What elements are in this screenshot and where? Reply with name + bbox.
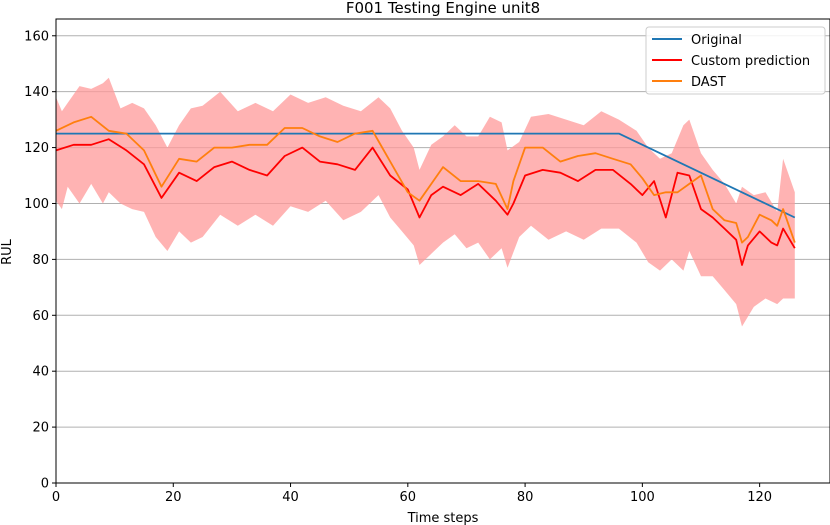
- uncertainty-band: [56, 77, 795, 327]
- x-tick-label-0: 0: [52, 490, 60, 505]
- legend-label-2: DAST: [691, 75, 726, 90]
- y-tick-label-0: 0: [41, 477, 49, 492]
- x-tick-label-80: 80: [517, 490, 534, 505]
- y-axis-label: RUL: [0, 238, 15, 265]
- series-original-line: [56, 132, 796, 219]
- legend-label-0: Original: [691, 33, 742, 48]
- y-tick-label-20: 20: [32, 421, 49, 436]
- legend: Original Custom prediction DAST: [645, 26, 826, 95]
- x-tick-label-60: 60: [400, 490, 417, 505]
- x-tick-label-20: 20: [165, 490, 182, 505]
- uncertainty-band-area: [56, 77, 795, 327]
- y-tick-label-40: 40: [32, 365, 49, 380]
- series-lines: [55, 115, 796, 266]
- y-tick-label-160: 160: [24, 29, 49, 44]
- legend-label-1: Custom prediction: [691, 54, 810, 69]
- y-tick-label-60: 60: [32, 309, 49, 324]
- y-tick-label-120: 120: [24, 141, 49, 156]
- chart-title: F001 Testing Engine unit8: [346, 0, 540, 17]
- legend-box: [645, 26, 826, 95]
- x-tick-label-100: 100: [630, 490, 655, 505]
- y-tick-label-140: 140: [24, 85, 49, 100]
- series-dast-line: [55, 115, 796, 244]
- axes-frame: [55, 18, 830, 484]
- x-axis-label: Time steps: [407, 511, 479, 525]
- y-axis-ticks: 0 20 40 60 80 100 120 140 160: [24, 29, 56, 492]
- x-tick-label-120: 120: [747, 490, 772, 505]
- x-axis-ticks: 0 20 40 60 80 100 120: [52, 483, 772, 505]
- y-tick-label-100: 100: [24, 197, 49, 212]
- series-custom-prediction-line: [55, 138, 796, 266]
- x-tick-label-40: 40: [282, 490, 299, 505]
- y-tick-label-80: 80: [32, 253, 49, 268]
